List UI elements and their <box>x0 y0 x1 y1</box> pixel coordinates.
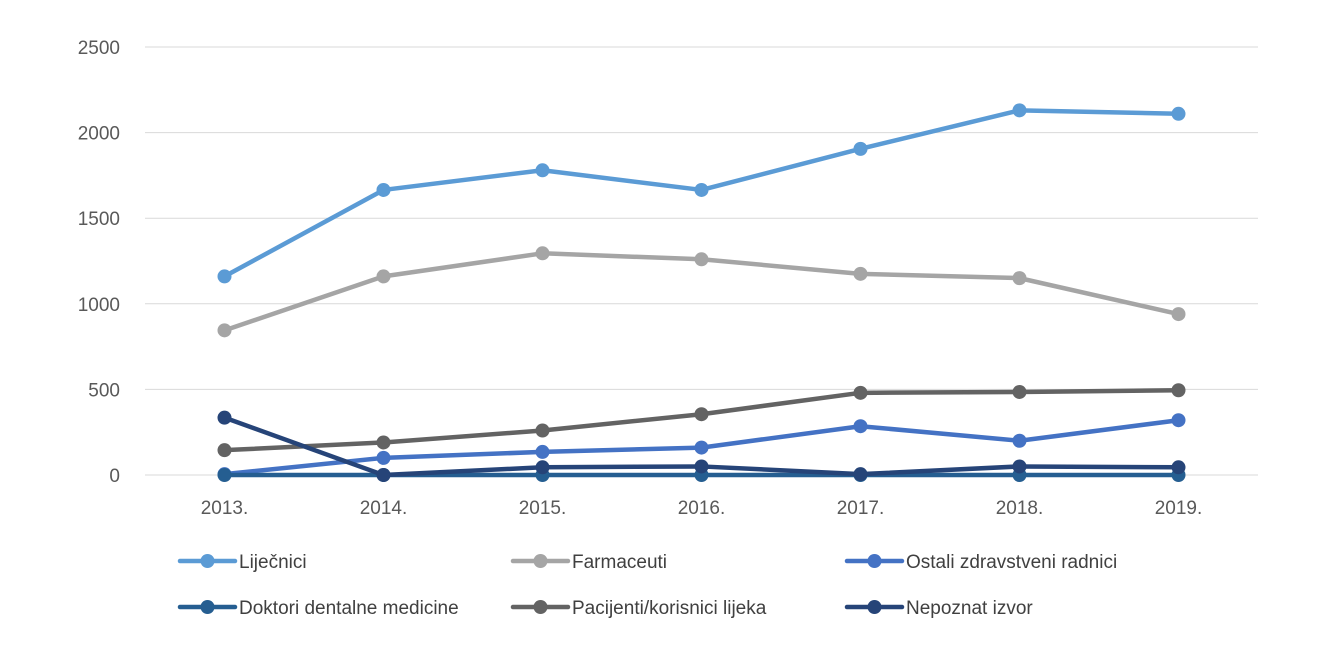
data-point <box>1012 384 1027 399</box>
data-point <box>694 440 709 455</box>
data-point <box>1171 106 1186 121</box>
data-point <box>535 444 550 459</box>
data-point <box>1171 383 1186 398</box>
data-point <box>694 407 709 422</box>
legend-label: Doktori dentalne medicine <box>239 598 459 619</box>
x-tick-label: 2014. <box>360 498 408 519</box>
y-axis: 0 500 1000 1500 2000 2500 <box>78 38 120 487</box>
legend-item: Pacijenti/korisnici lijeka <box>510 598 767 619</box>
data-point <box>1012 271 1027 286</box>
legend-label: Nepoznat izvor <box>906 598 1033 619</box>
x-tick-label: 2015. <box>519 498 567 519</box>
legend-marker <box>867 554 882 568</box>
series-lines <box>217 103 1186 482</box>
data-point <box>217 468 232 482</box>
legend-item: Nepoznat izvor <box>844 598 1033 619</box>
data-point <box>217 323 232 338</box>
y-tick-label: 500 <box>88 380 120 401</box>
data-point <box>694 182 709 197</box>
legend-item: Ostali zdravstveni radnici <box>844 552 1117 573</box>
y-tick-label: 1500 <box>78 209 120 230</box>
y-tick-label: 1000 <box>78 295 120 316</box>
data-point <box>1012 103 1027 118</box>
legend-marker <box>533 554 548 568</box>
x-tick-label: 2016. <box>678 498 726 519</box>
data-point <box>376 435 391 450</box>
data-point <box>1171 460 1186 475</box>
data-point <box>535 163 550 178</box>
x-tick-label: 2017. <box>837 498 885 519</box>
data-point <box>1012 459 1027 474</box>
y-tick-label: 2000 <box>78 124 120 145</box>
legend-item: Liječnici <box>177 552 307 573</box>
legend-item: Doktori dentalne medicine <box>177 598 459 619</box>
data-point <box>217 269 232 284</box>
data-point <box>853 266 868 281</box>
data-point <box>376 468 391 482</box>
x-tick-label: 2019. <box>1155 498 1203 519</box>
series-nepoznat-izvor <box>217 410 1186 482</box>
data-point <box>853 141 868 156</box>
data-point <box>694 252 709 267</box>
data-point <box>853 385 868 400</box>
series-lije-nici <box>217 103 1186 284</box>
data-point <box>217 410 232 425</box>
y-tick-label: 2500 <box>78 38 120 59</box>
data-point <box>535 460 550 475</box>
series-pacijenti-korisnici-lijeka <box>217 383 1186 458</box>
data-point <box>694 459 709 474</box>
data-point <box>853 419 868 434</box>
x-tick-label: 2013. <box>201 498 249 519</box>
y-tick-label: 0 <box>109 466 120 487</box>
legend-label: Pacijenti/korisnici lijeka <box>572 598 767 619</box>
data-point <box>217 443 232 458</box>
data-point <box>1171 307 1186 322</box>
legend-label: Liječnici <box>239 552 307 573</box>
legend-marker <box>533 600 548 614</box>
data-point <box>376 269 391 284</box>
legend-marker <box>200 600 215 614</box>
data-point <box>1171 413 1186 428</box>
x-tick-label: 2018. <box>996 498 1044 519</box>
x-axis: 2013. 2014. 2015. 2016. 2017. 2018. 2019. <box>201 498 1203 519</box>
legend-label: Ostali zdravstveni radnici <box>906 552 1117 573</box>
data-point <box>853 467 868 482</box>
legend: Liječnici Farmaceuti Ostali zdravstveni ra… <box>177 552 1117 619</box>
legend-marker <box>200 554 215 568</box>
data-point <box>1012 433 1027 448</box>
data-point <box>376 182 391 197</box>
legend-marker <box>867 600 882 614</box>
data-point <box>535 423 550 438</box>
data-point <box>376 450 391 465</box>
series-farmaceuti <box>217 246 1186 338</box>
legend-item: Farmaceuti <box>510 552 667 573</box>
legend-label: Farmaceuti <box>572 552 667 573</box>
data-point <box>535 246 550 261</box>
